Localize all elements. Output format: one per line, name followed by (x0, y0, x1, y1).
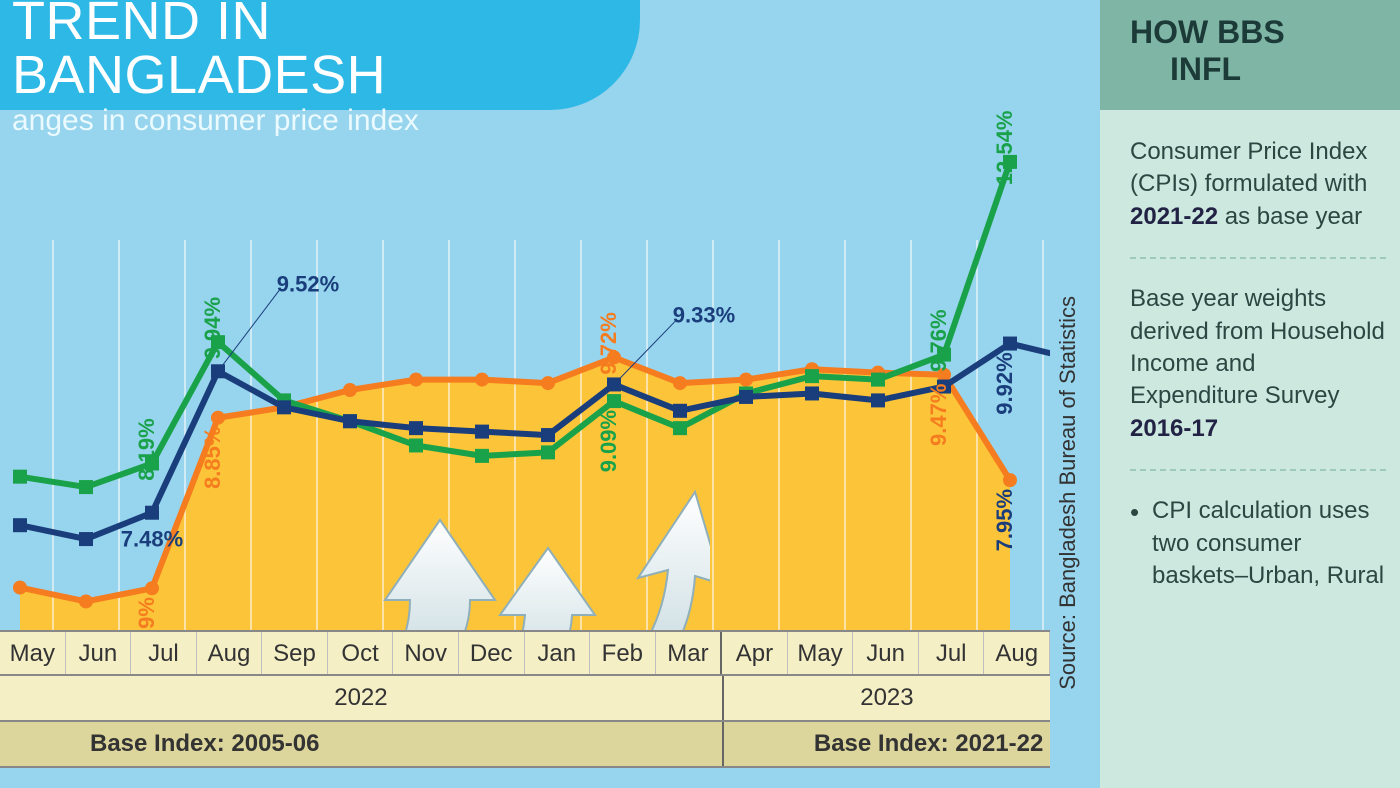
year-row: 20222023 (0, 676, 1050, 722)
svg-text:8.19%: 8.19% (134, 418, 159, 480)
sidebar-p1: Consumer Price Index (CPIs) formulated w… (1130, 136, 1386, 233)
svg-text:9.94%: 9.94% (200, 297, 225, 359)
svg-text:8.85%: 8.85% (200, 427, 225, 489)
sidebar-head-line2: INFL (1130, 51, 1241, 87)
sidebar-p3: CPI calculation uses two consumer basket… (1130, 495, 1386, 592)
month-cell: Nov (393, 632, 459, 674)
year-cell: 2023 (722, 676, 1050, 720)
month-cell: Jan (525, 632, 591, 674)
month-cell: Mar (656, 632, 723, 674)
title-banner: TREND IN BANGLADESH anges in consumer pr… (0, 0, 640, 110)
svg-text:7.48%: 7.48% (121, 527, 183, 552)
svg-text:9.52%: 9.52% (277, 271, 339, 296)
sidebar: HOW BBS INFL Consumer Price Index (CPIs)… (1100, 0, 1400, 788)
sidebar-divider (1130, 257, 1386, 259)
year-cell: 2022 (0, 676, 722, 720)
base-index-cell: Base Index: 2021-22 (722, 722, 1050, 766)
month-cell: Jun (66, 632, 132, 674)
month-cell: Aug (197, 632, 263, 674)
month-cell: Jun (853, 632, 919, 674)
source-text: Source: Bangladesh Bureau of Statistics (1055, 290, 1081, 690)
month-cell: Feb (590, 632, 656, 674)
svg-text:9.09%: 9.09% (596, 410, 621, 472)
svg-text:9.33%: 9.33% (673, 302, 735, 327)
svg-text:9.47%: 9.47% (926, 384, 951, 446)
month-cell: Sep (262, 632, 328, 674)
svg-text:9.92%: 9.92% (992, 352, 1017, 414)
sidebar-p2: Base year weights derived from Household… (1130, 283, 1386, 445)
month-row: MayJunJulAugSepOctNovDecJanFebMarAprMayJ… (0, 630, 1050, 676)
month-cell: May (0, 632, 66, 674)
chart-svg: 7.48%8.19%6.39%9.94%8.85%9.52%9.72%9.09%… (0, 110, 1050, 660)
sidebar-body: Consumer Price Index (CPIs) formulated w… (1100, 110, 1400, 788)
svg-text:7.95%: 7.95% (992, 489, 1017, 551)
title-main: TREND IN BANGLADESH (12, 0, 640, 102)
month-cell: Dec (459, 632, 525, 674)
svg-text:9.72%: 9.72% (596, 312, 621, 374)
month-cell: Jul (131, 632, 197, 674)
month-cell: Jul (919, 632, 985, 674)
month-cell: Apr (722, 632, 788, 674)
svg-text:9.76%: 9.76% (926, 309, 951, 371)
chart-area: 7.48%8.19%6.39%9.94%8.85%9.52%9.72%9.09%… (0, 110, 1050, 660)
sidebar-divider (1130, 469, 1386, 471)
sidebar-head-line1: HOW BBS (1130, 14, 1285, 50)
x-axis-bands: MayJunJulAugSepOctNovDecJanFebMarAprMayJ… (0, 630, 1050, 768)
month-cell: Aug (984, 632, 1050, 674)
sidebar-heading: HOW BBS INFL (1100, 0, 1400, 110)
base-index-cell: Base Index: 2005-06 (0, 722, 722, 766)
month-cell: Oct (328, 632, 394, 674)
svg-text:12.54%: 12.54% (992, 111, 1017, 186)
base-index-row: Base Index: 2005-06Base Index: 2021-22 (0, 722, 1050, 768)
month-cell: May (788, 632, 854, 674)
